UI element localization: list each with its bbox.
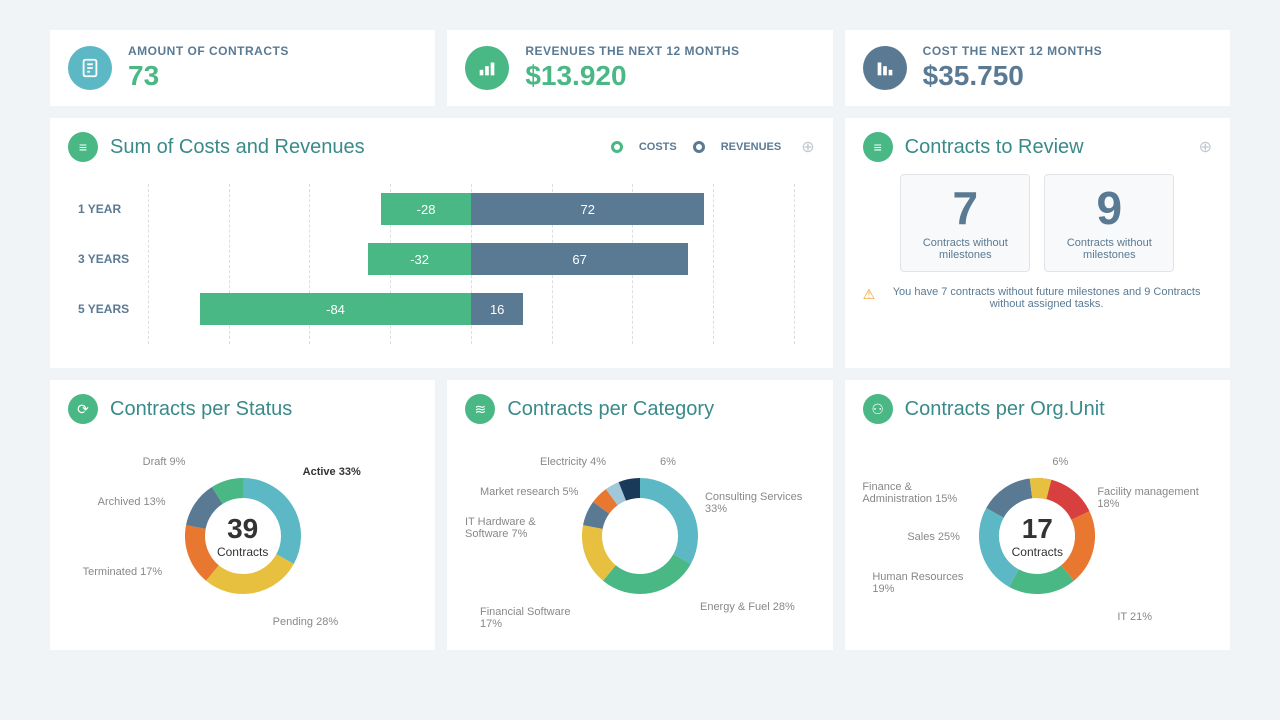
bar-row: 5 YEARS -84 16 <box>148 284 795 334</box>
refresh-icon: ⟳ <box>68 394 98 424</box>
card-title: Sum of Costs and Revenues <box>110 136 599 159</box>
category-donut: Consulting Services 33% Energy & Fuel 28%… <box>465 436 814 636</box>
target-icon[interactable]: ⊕ <box>1199 137 1212 157</box>
kpi-value: $13.920 <box>525 60 739 92</box>
donut-value: 39 <box>217 513 268 545</box>
warning-text: ⚠ You have 7 contracts without future mi… <box>863 286 1212 310</box>
slice-label: Finance & Administration 15% <box>862 481 972 505</box>
bar-label: 1 YEAR <box>78 202 121 216</box>
list-icon: ≡ <box>863 132 893 162</box>
kpi-contracts: AMOUNT OF CONTRACTS 73 <box>50 30 435 106</box>
dashboard-grid: AMOUNT OF CONTRACTS 73 REVENUES THE NEXT… <box>50 30 1230 650</box>
kpi-label: REVENUES THE NEXT 12 MONTHS <box>525 44 739 58</box>
donut-label: Contracts <box>217 545 268 559</box>
bar-label: 3 YEARS <box>78 252 129 266</box>
slice-label: Sales 25% <box>907 531 960 543</box>
kpi-revenues: REVENUES THE NEXT 12 MONTHS $13.920 <box>447 30 832 106</box>
donut-label: Contracts <box>1012 545 1063 559</box>
slice-label: Facility management 18% <box>1097 486 1207 510</box>
kpi-value: $35.750 <box>923 60 1103 92</box>
bar-label: 5 YEARS <box>78 302 129 316</box>
bar-chart-down-icon <box>863 46 907 90</box>
bar-row: 3 YEARS -32 67 <box>148 234 795 284</box>
status-donut: 39Contracts Active 33% Pending 28% Terminat… <box>68 436 417 636</box>
revenue-bar: 67 <box>471 243 688 275</box>
slice-label: IT 21% <box>1117 611 1152 623</box>
cost-bar: -32 <box>368 243 471 275</box>
kpi-value: 73 <box>128 60 289 92</box>
card-title: Contracts per Category <box>507 398 814 421</box>
kpi-label: AMOUNT OF CONTRACTS <box>128 44 289 58</box>
orgunit-card: ⚇ Contracts per Org.Unit 17Contracts Faci… <box>845 380 1230 650</box>
slice-label: IT Hardware & Software 7% <box>465 516 575 540</box>
bar-chart-up-icon <box>465 46 509 90</box>
kpi-cost: COST THE NEXT 12 MONTHS $35.750 <box>845 30 1230 106</box>
card-title: Contracts per Org.Unit <box>905 398 1212 421</box>
kpi-label: COST THE NEXT 12 MONTHS <box>923 44 1103 58</box>
costs-revenues-card: ≡ Sum of Costs and Revenues COSTS REVENU… <box>50 118 833 368</box>
cost-bar: -84 <box>200 293 472 325</box>
slice-label: Draft 9% <box>143 456 186 468</box>
org-icon: ⚇ <box>863 394 893 424</box>
slice-label: Electricity 4% <box>540 456 606 468</box>
status-card: ⟳ Contracts per Status 39Contracts Active… <box>50 380 435 650</box>
review-box: 7 Contracts without milestones <box>900 174 1030 272</box>
slice-label: Terminated 17% <box>83 566 163 578</box>
target-icon[interactable]: ⊕ <box>801 137 814 157</box>
slice-label: Energy & Fuel 28% <box>700 601 795 613</box>
slice-label: Human Resources 19% <box>872 571 982 595</box>
card-title: Contracts to Review <box>905 136 1179 159</box>
revenue-bar: 16 <box>471 293 523 325</box>
card-title: Contracts per Status <box>110 398 417 421</box>
layers-icon: ≋ <box>465 394 495 424</box>
donut-value: 17 <box>1012 513 1063 545</box>
revenue-bar: 72 <box>471 193 704 225</box>
slice-label: 6% <box>660 456 676 468</box>
contracts-review-card: ≡ Contracts to Review ⊕ 7 Contracts with… <box>845 118 1230 368</box>
orgunit-donut: 17Contracts Facility management 18% IT 21%… <box>863 436 1212 636</box>
slice-label: Pending 28% <box>273 616 338 628</box>
list-icon: ≡ <box>68 132 98 162</box>
diverging-bar-chart: 1 YEAR -28 72 3 YEARS -32 67 5 YEARS -84… <box>68 174 815 354</box>
category-card: ≋ Contracts per Category Consulting Serv… <box>447 380 832 650</box>
bar-row: 1 YEAR -28 72 <box>148 184 795 234</box>
slice-label: Market research 5% <box>480 486 578 498</box>
review-box: 9 Contracts without milestones <box>1044 174 1174 272</box>
warning-icon: ⚠ <box>863 286 876 303</box>
document-edit-icon <box>68 46 112 90</box>
slice-label: Active 33% <box>303 466 361 478</box>
slice-label: Financial Software 17% <box>480 606 590 630</box>
slice-label: Consulting Services 33% <box>705 491 815 515</box>
cost-bar: -28 <box>381 193 472 225</box>
slice-label: Archived 13% <box>98 496 166 508</box>
chart-legend: COSTS REVENUES <box>611 141 781 153</box>
slice-label: 6% <box>1052 456 1068 468</box>
